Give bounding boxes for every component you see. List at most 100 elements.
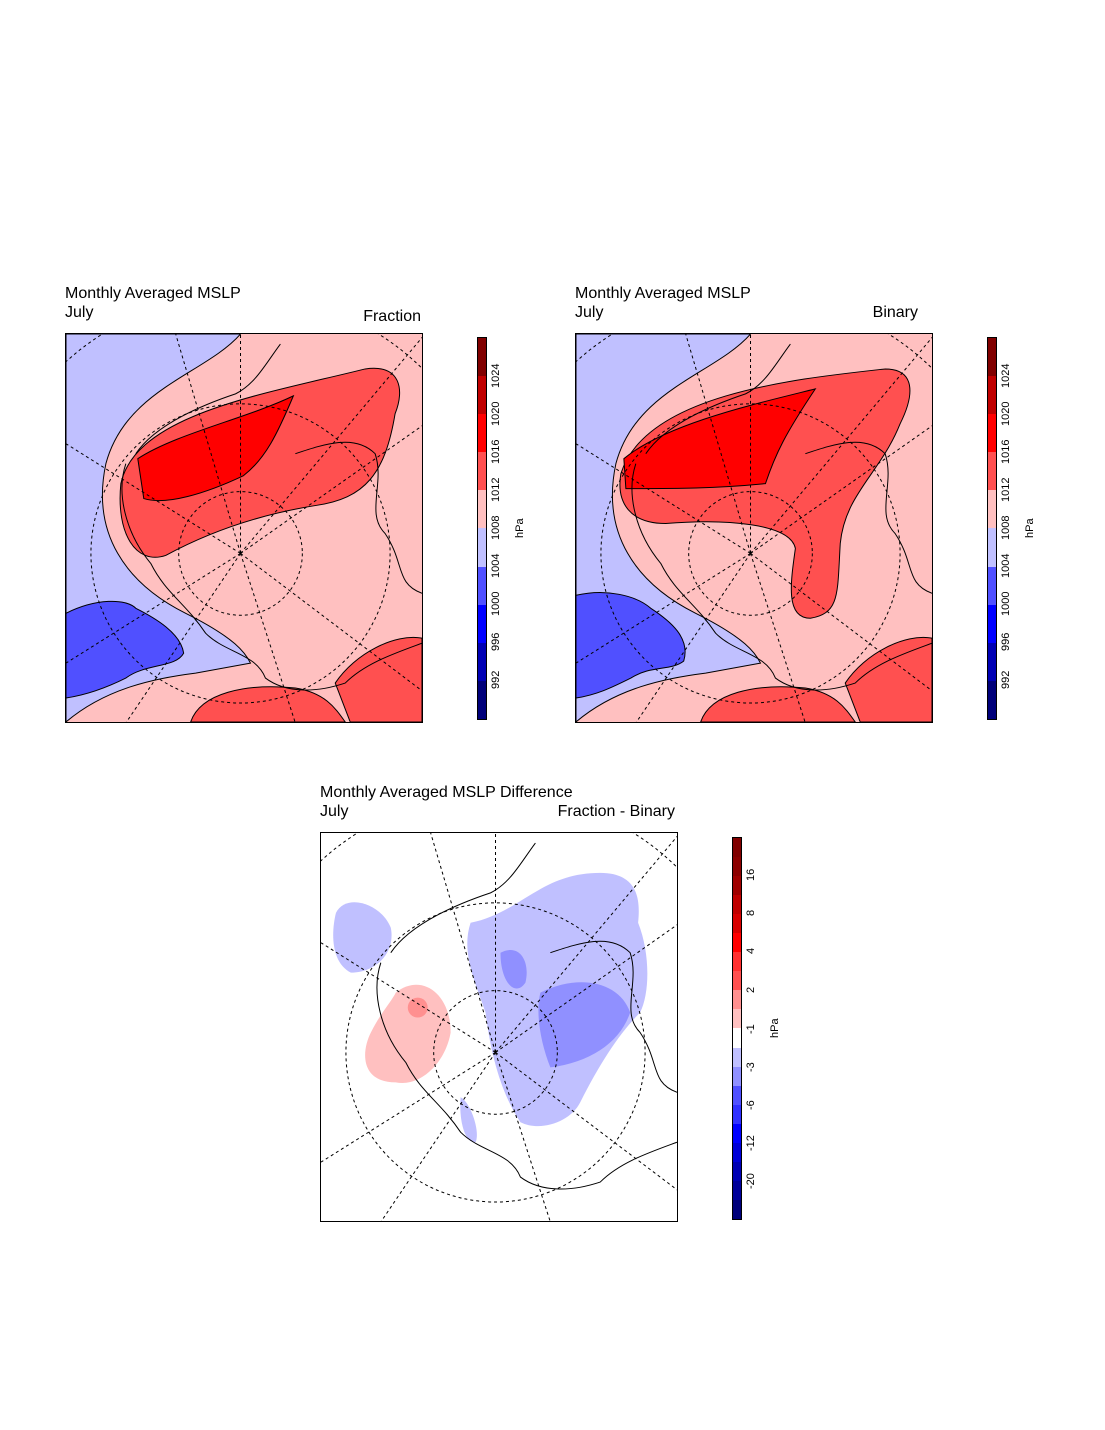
colorbar-swatch xyxy=(478,414,486,453)
field-1012-1016-east xyxy=(844,636,932,722)
colorbar-tick-label: 1020 xyxy=(1000,401,1012,426)
colorbar-tick-label: 1004 xyxy=(490,553,502,578)
colorbar-swatch xyxy=(733,952,741,972)
colorbar-tick-label: 16 xyxy=(745,869,757,882)
colorbar-tick-label: 4 xyxy=(745,948,757,955)
colorbar-unit: hPa xyxy=(769,1017,781,1038)
map-difference xyxy=(320,832,678,1222)
field-minus3 xyxy=(500,950,631,1068)
colorbar-swatch xyxy=(478,680,486,719)
coastlines xyxy=(631,343,932,691)
colorbar-swatch xyxy=(733,838,741,858)
graticule xyxy=(66,334,422,722)
field-1012-1016-south xyxy=(190,686,346,722)
panel1-title: Monthly Averaged MSLP xyxy=(65,285,241,302)
field-1012-1016 xyxy=(119,367,401,558)
colorbar-swatch xyxy=(733,990,741,1010)
colorbar-swatch xyxy=(733,914,741,934)
colorbar-swatch xyxy=(988,680,996,719)
colorbar-tick-label: 1020 xyxy=(490,401,502,426)
colorbar-tick-label: 996 xyxy=(490,632,502,652)
colorbar-swatch xyxy=(733,1047,741,1067)
colorbar-swatch xyxy=(733,1009,741,1029)
colorbar-tick-label: 996 xyxy=(1000,632,1012,652)
colorbar-tick-label: 1000 xyxy=(490,591,502,617)
colorbar-swatch xyxy=(733,1180,741,1200)
panel1-label: Fraction xyxy=(363,308,421,325)
colorbar-swatch xyxy=(988,528,996,567)
colorbar-swatch xyxy=(733,971,741,991)
colorbar-swatch xyxy=(733,933,741,953)
panel1-month: July xyxy=(65,304,94,321)
field-plus2 xyxy=(407,997,428,1018)
colorbar-swatch xyxy=(733,1104,741,1124)
panel2-label: Binary xyxy=(872,304,918,321)
colorbar-swatch xyxy=(988,452,996,491)
colorbar-swatch xyxy=(478,566,486,605)
colorbar-tick-label: 2 xyxy=(745,986,757,993)
field-plus1 xyxy=(365,984,451,1083)
colorbar-swatch xyxy=(988,338,996,377)
field-minus1-south xyxy=(460,1097,477,1143)
colorbar-swatch xyxy=(733,1161,741,1181)
panel2-month: July xyxy=(575,304,604,321)
colorbar-swatch xyxy=(733,895,741,915)
panel3-title: Monthly Averaged MSLP Difference xyxy=(320,784,573,801)
colorbar-tick-label: 992 xyxy=(1000,670,1012,690)
colorbar-tick-label: 1016 xyxy=(490,439,502,464)
colorbar-tick-label: -6 xyxy=(745,1100,757,1110)
field-1012-1016-east xyxy=(334,636,422,722)
colorbar-unit: hPa xyxy=(514,517,526,538)
colorbar-tick-label: -12 xyxy=(745,1135,757,1152)
colorbar-difference xyxy=(732,837,742,1220)
colorbar-tick-label: -3 xyxy=(745,1062,757,1072)
map-fraction xyxy=(65,333,423,723)
panel3-label: Fraction - Binary xyxy=(557,803,675,820)
colorbar-swatch xyxy=(988,490,996,529)
colorbar-tick-label: 1000 xyxy=(1000,591,1012,617)
colorbar-tick-label: 1012 xyxy=(1000,477,1012,502)
colorbar-tick-label: 1008 xyxy=(490,515,502,540)
colorbar-tick-label: 1012 xyxy=(490,477,502,502)
colorbar-swatch xyxy=(478,528,486,567)
colorbar-swatch xyxy=(988,604,996,643)
colorbar-swatch xyxy=(988,414,996,453)
colorbar-swatch xyxy=(733,1028,741,1048)
colorbar-swatch xyxy=(733,876,741,896)
field-1016-1020 xyxy=(137,394,295,502)
colorbar-swatch xyxy=(478,490,486,529)
colorbar-swatch xyxy=(733,1199,741,1219)
colorbar-mslp-2 xyxy=(987,337,997,720)
coastlines xyxy=(376,842,677,1190)
colorbar-tick-label: 992 xyxy=(490,670,502,690)
colorbar-tick-label: -20 xyxy=(745,1173,757,1190)
colorbar-swatch xyxy=(733,1142,741,1162)
colorbar-swatch xyxy=(478,452,486,491)
colorbar-mslp-1 xyxy=(477,337,487,720)
colorbar-tick-label: -1 xyxy=(745,1023,757,1034)
graticule xyxy=(321,833,677,1221)
field-1012-1016-south xyxy=(700,686,856,722)
colorbar-tick-label: 1004 xyxy=(1000,553,1012,578)
colorbar-swatch xyxy=(478,338,486,377)
field-1000-1004 xyxy=(66,600,185,699)
colorbar-swatch xyxy=(478,642,486,681)
coastlines xyxy=(121,343,422,691)
colorbar-tick-label: 8 xyxy=(745,910,757,917)
colorbar-tick-label: 1024 xyxy=(1000,363,1012,388)
field-minus1 xyxy=(333,902,392,973)
panel3-month: July xyxy=(320,803,349,820)
colorbar-swatch xyxy=(733,857,741,877)
panel2-title: Monthly Averaged MSLP xyxy=(575,285,751,302)
field-1016-1020 xyxy=(623,388,817,490)
map-binary xyxy=(575,333,933,723)
colorbar-tick-label: 1016 xyxy=(1000,439,1012,464)
colorbar-swatch xyxy=(478,376,486,415)
colorbar-swatch xyxy=(988,642,996,681)
graticule xyxy=(576,334,932,722)
colorbar-swatch xyxy=(988,566,996,605)
colorbar-swatch xyxy=(733,1123,741,1143)
colorbar-unit: hPa xyxy=(1024,517,1036,538)
colorbar-tick-label: 1008 xyxy=(1000,515,1012,540)
